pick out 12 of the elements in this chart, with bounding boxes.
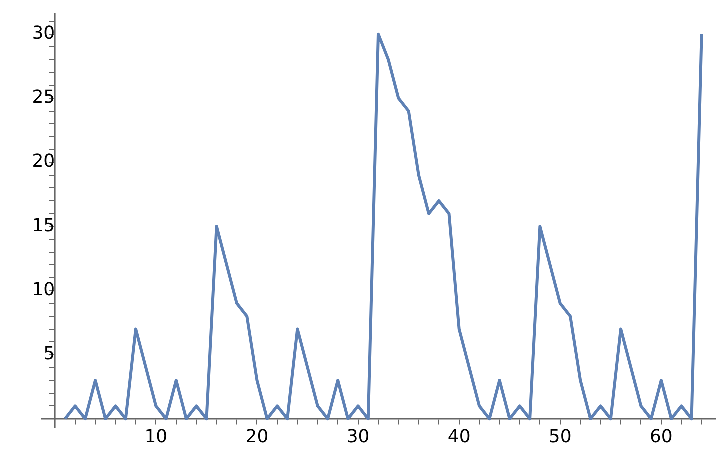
x-tick-label: 10 xyxy=(144,426,168,448)
x-tick-label: 40 xyxy=(448,426,471,448)
x-tick-label: 30 xyxy=(346,426,370,448)
y-tick-label: 10 xyxy=(32,279,56,300)
x-tick-label: 20 xyxy=(246,426,269,448)
y-tick-label: 5 xyxy=(44,344,56,365)
y-tick-label: 20 xyxy=(32,151,56,172)
x-tick-label: 50 xyxy=(548,426,572,448)
y-tick-label: 15 xyxy=(32,215,56,236)
x-tick-label: 60 xyxy=(650,426,673,448)
y-tick-label: 30 xyxy=(32,22,56,44)
y-tick-label: 25 xyxy=(32,87,56,108)
